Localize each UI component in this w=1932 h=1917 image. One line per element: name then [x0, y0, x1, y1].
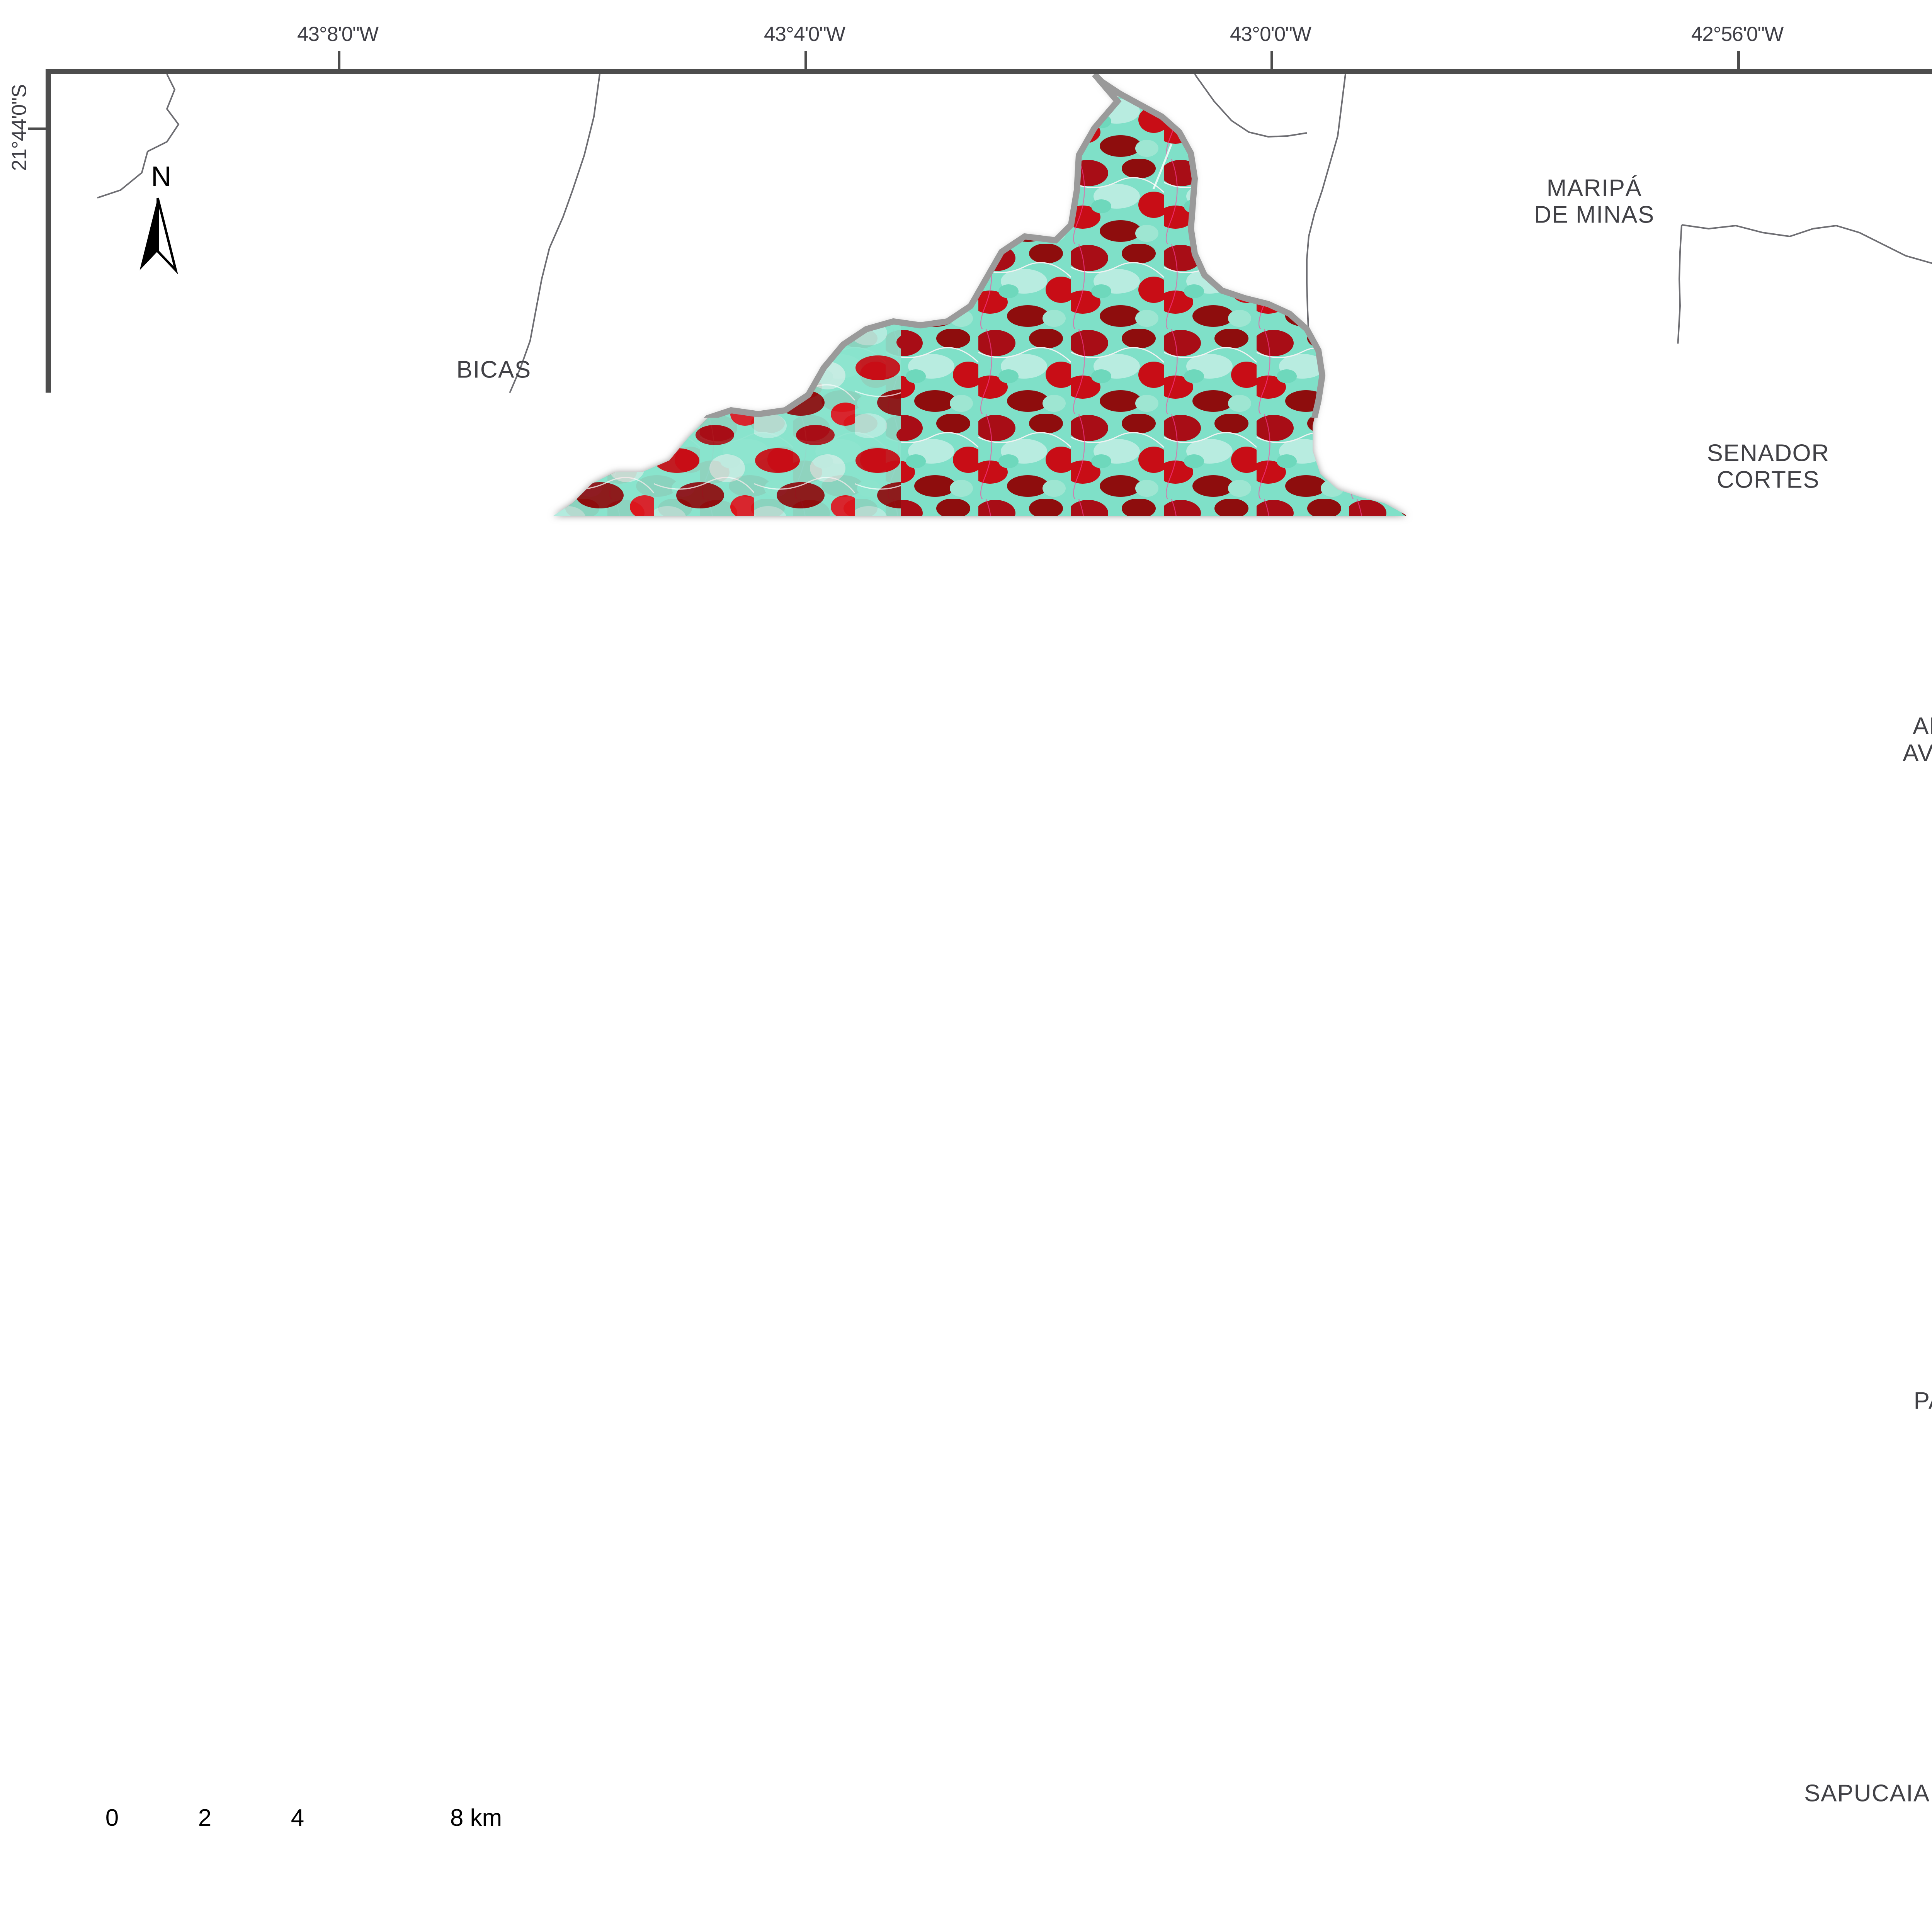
scale-tick-2: 2 [198, 1804, 211, 1826]
graticule-tick-top-3 [1270, 51, 1273, 69]
graticule-tick-top-2 [804, 51, 807, 69]
graticule-tick-bottom-4 [1737, 1831, 1740, 1849]
muni-label-santana: SANTANA DO DESERTO [216, 1523, 374, 1577]
map-canvas[interactable]: BICAS GUARARÁ MARIPÁ DE MINAS SENADOR CO… [51, 74, 1932, 1826]
muni-label-pequeri: PEQUERI [432, 731, 544, 758]
latitude-label-5: 22°0'0"S [8, 1709, 31, 1825]
longitude-label-top-1: 43°8'0"W [297, 22, 378, 46]
muni-label-guarara: GUARARÁ [820, 449, 942, 475]
muni-label-alem-paraiba: ALÉM PARAÍBA [1914, 1361, 1932, 1415]
longitude-label-top-4: 42°56'0"W [1691, 22, 1784, 46]
muni-label-maripa: MARIPÁ DE MINAS [1534, 175, 1655, 229]
muni-label-juiz-de-fora: JUIZ DE FORA [140, 721, 251, 774]
map-frame: BICAS GUARARÁ MARIPÁ DE MINAS SENADOR CO… [46, 69, 1932, 1831]
north-arrow-icon [132, 195, 190, 279]
scale-bar: 0 2 4 8 km [105, 1804, 503, 1826]
graticule-tick-bottom-2 [804, 1831, 807, 1849]
latitude-label-1: 21°44'0"S [8, 70, 31, 186]
north-arrow-label: N [128, 161, 194, 192]
latitude-label-2: 21°48'0"S [8, 479, 31, 595]
graticule-tick-bottom-1 [338, 1831, 340, 1849]
longitude-label-bottom-3: 43°0'0"W [1230, 1858, 1311, 1881]
muni-label-sapucaia: SAPUCAIA [1804, 1780, 1930, 1807]
muni-label-chiador: CHIADOR [1355, 1622, 1470, 1649]
muni-label-santo-antonio: SANTO ANTÔNIO DO AVENTUREIRO [1903, 686, 1932, 766]
scale-bar-ticks: 0 2 4 8 km [105, 1804, 503, 1826]
graticule-tick-top-4 [1737, 51, 1740, 69]
graticule-tick-top-1 [338, 51, 340, 69]
scale-tick-4: 4 [291, 1804, 304, 1826]
longitude-label-bottom-1: 43°8'0"W [297, 1858, 378, 1881]
longitude-label-bottom-2: 43°4'0"W [764, 1858, 845, 1881]
latitude-label-3: 21°52'0"S [8, 890, 31, 1006]
muni-label-bicas: BICAS [456, 356, 531, 383]
scale-tick-0: 0 [105, 1804, 119, 1826]
latitude-label-4: 21°56'0"S [8, 1299, 31, 1415]
map-page: BICAS GUARARÁ MARIPÁ DE MINAS SENADOR CO… [0, 0, 1932, 1917]
longitude-label-top-3: 43°0'0"W [1230, 22, 1311, 46]
longitude-label-top-2: 43°4'0"W [764, 22, 845, 46]
longitude-label-bottom-4: 42°56'0"W [1691, 1858, 1784, 1881]
scale-tick-8: 8 km [450, 1804, 502, 1826]
muni-label-senador: SENADOR CORTES [1707, 440, 1829, 494]
graticule-tick-bottom-3 [1270, 1831, 1273, 1849]
north-arrow: N [128, 163, 194, 279]
